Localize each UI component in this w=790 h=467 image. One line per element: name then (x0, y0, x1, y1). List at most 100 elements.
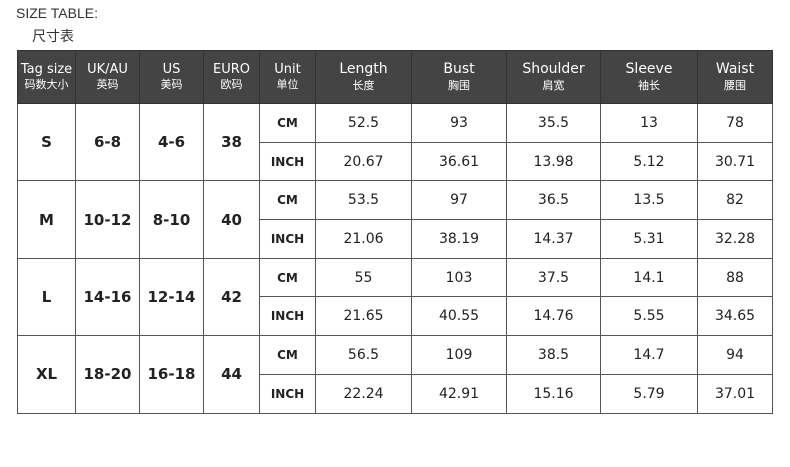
column-header-en: Bust (443, 61, 475, 78)
measurement-cell: 38.5 (506, 335, 601, 375)
uk-size-cell: 14-16 (75, 257, 140, 337)
tag-size-cell: L (17, 257, 76, 337)
tag-size-cell: S (17, 102, 76, 182)
title-chinese: 尺寸表 (32, 29, 74, 45)
measurement-cell: 53.5 (315, 180, 412, 221)
table-row: INCH 21.65 40.55 14.76 5.55 34.65 (18, 296, 773, 337)
measurement-cell: 94 (697, 335, 773, 375)
table-row: INCH 21.06 38.19 14.37 5.31 32.28 (18, 219, 773, 259)
measurement-cell: 38.19 (411, 219, 507, 259)
measurement-cell: 5.31 (600, 219, 698, 259)
table-row: XL 18-20 16-18 44 CM 56.5 109 38.5 14.7 94 (17, 335, 773, 414)
us-size-cell: 16-18 (139, 335, 204, 414)
measurement-cell: 78 (697, 103, 773, 143)
column-header: EURO 欧码 (203, 50, 260, 104)
measurement-cell: 52.5 (315, 103, 412, 143)
measurement-cell: 32.28 (697, 219, 773, 259)
column-header: US 美码 (139, 50, 204, 104)
column-header-en: Unit (274, 61, 301, 77)
uk-size-cell: 10-12 (75, 180, 140, 259)
measurement-cell: 82 (697, 180, 773, 221)
measurement-cell: 13.5 (600, 180, 698, 221)
column-header: Sleeve 袖长 (600, 50, 698, 104)
uk-size-cell: 18-20 (75, 335, 140, 414)
size-table: Tag size 码数大小 UK/AU 英码 US 美码 EURO 欧码 Unit 单位 Lengt… (17, 50, 773, 414)
column-header-zh: 长度 (352, 78, 375, 92)
measurement-cell: 14.7 (600, 335, 698, 375)
measurement-cell: 56.5 (315, 335, 412, 375)
column-header-zh: 腰围 (724, 78, 746, 92)
euro-size-cell: 38 (203, 102, 260, 182)
column-header-en: Tag size (20, 61, 73, 77)
unit-cell: CM (259, 335, 316, 375)
us-size-cell: 4-6 (139, 102, 204, 182)
header-row: Tag size 码数大小 UK/AU 英码 US 美码 EURO 欧码 Unit 单位 Lengt… (17, 50, 773, 104)
unit-cell: CM (259, 103, 316, 143)
column-header-zh: 码数大小 (24, 78, 69, 92)
measurement-cell: 93 (411, 103, 507, 143)
column-header-en: Waist (715, 61, 755, 78)
table-row: M 10-12 8-10 40 CM 53.5 97 36.5 13.5 82 (17, 180, 773, 259)
euro-size-cell: 40 (203, 180, 260, 259)
us-size-cell: 8-10 (139, 180, 204, 259)
tag-size-cell: M (17, 180, 76, 259)
table-row: S 6-8 4-6 38 CM 52.5 93 35.5 13 78 (17, 102, 773, 182)
unit-cell: INCH (259, 373, 316, 414)
unit-cell: CM (259, 180, 316, 221)
column-header: Unit 单位 (259, 50, 316, 104)
measurement-cell: 35.5 (506, 103, 601, 143)
unit-cell: CM (259, 257, 316, 298)
column-header-zh: 袖长 (638, 78, 660, 92)
measurement-cell: 5.12 (600, 141, 698, 182)
table-row: L 14-16 12-14 42 CM 55 103 37.5 14.1 88 (17, 257, 773, 337)
column-header-en: Length (339, 61, 388, 78)
column-header-zh: 英码 (96, 78, 119, 92)
column-header-zh: 欧码 (220, 78, 243, 92)
column-header-zh: 美码 (160, 78, 183, 92)
measurement-cell: 109 (411, 335, 507, 375)
table-row: INCH 20.67 36.61 13.98 5.12 30.71 (18, 141, 773, 182)
column-header-en: Sleeve (625, 61, 673, 78)
unit-cell: INCH (259, 141, 316, 182)
column-header: UK/AU 英码 (75, 50, 140, 104)
measurement-cell: 36.61 (411, 141, 507, 182)
measurement-cell: 14.1 (600, 257, 698, 298)
measurement-cell: 21.06 (315, 219, 412, 259)
measurement-cell: 21.65 (315, 296, 412, 337)
measurement-cell: 5.79 (600, 373, 698, 414)
measurement-cell: 20.67 (315, 141, 412, 182)
measurement-cell: 42.91 (411, 373, 507, 414)
column-header: Bust 胸围 (411, 50, 507, 104)
column-header-en: UK/AU (87, 61, 128, 77)
euro-size-cell: 42 (203, 257, 260, 337)
column-header: Length 长度 (315, 50, 412, 104)
column-header-zh: 单位 (276, 78, 299, 92)
column-header-zh: 胸围 (448, 78, 470, 92)
title-english: SIZE TABLE: (16, 5, 98, 21)
measurement-cell: 15.16 (506, 373, 601, 414)
measurement-cell: 5.55 (600, 296, 698, 337)
measurement-cell: 14.37 (506, 219, 601, 259)
measurement-cell: 14.76 (506, 296, 601, 337)
measurement-cell: 37.01 (697, 373, 773, 414)
column-header: Tag size 码数大小 (17, 50, 76, 104)
measurement-cell: 34.65 (697, 296, 773, 337)
euro-size-cell: 44 (203, 335, 260, 414)
measurement-cell: 97 (411, 180, 507, 221)
tag-size-cell: XL (17, 335, 76, 414)
measurement-cell: 36.5 (506, 180, 601, 221)
measurement-cell: 103 (411, 257, 507, 298)
column-header: Waist 腰围 (697, 50, 773, 104)
measurement-cell: 22.24 (315, 373, 412, 414)
measurement-cell: 37.5 (506, 257, 601, 298)
us-size-cell: 12-14 (139, 257, 204, 337)
uk-size-cell: 6-8 (75, 102, 140, 182)
unit-cell: INCH (259, 219, 316, 259)
measurement-cell: 55 (315, 257, 412, 298)
measurement-cell: 13 (600, 103, 698, 143)
column-header-en: US (162, 61, 181, 77)
measurement-cell: 88 (697, 257, 773, 298)
unit-cell: INCH (259, 296, 316, 337)
measurement-cell: 30.71 (697, 141, 773, 182)
column-header: Shoulder 肩宽 (506, 50, 601, 104)
